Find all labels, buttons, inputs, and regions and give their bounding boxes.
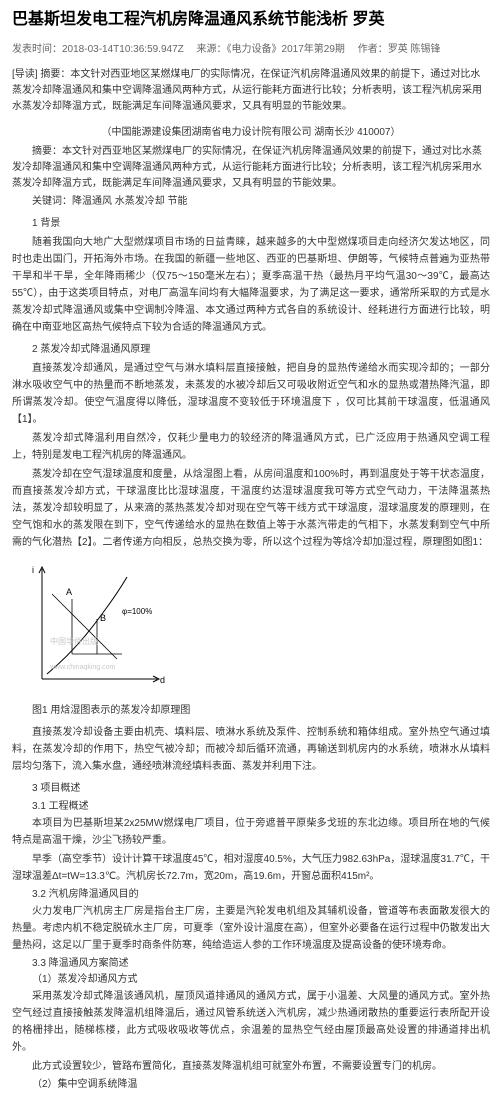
section-2-body-3: 蒸发冷却在空气湿球温度和度量，从焓湿图上看，从房间温度和100%时，再到温度处于… bbox=[12, 466, 490, 551]
affiliation: （中国能源建设集团湖南省电力设计院有限公司 湖南长沙 410007） bbox=[12, 125, 490, 140]
section-1-body: 随着我国向大地广大型燃煤项目市场的日益青睐，越来越多的大中型燃煤项目走向经济欠发… bbox=[12, 234, 490, 336]
section-3-3-1-body: 采用蒸发冷却式降温该通风机，屋顶风道排通风的通风方式，属于小温差、大风量的通风方… bbox=[12, 988, 490, 1056]
keywords: 关键词：降温通风 水蒸发冷却 节能 bbox=[12, 194, 490, 210]
pub-time: 发表时间：2018-03-14T10:36:59.947Z bbox=[12, 44, 184, 55]
source: 来源：《电力设备》2017年第29期 bbox=[197, 44, 345, 55]
section-3-1-body-2: 早季（高空季节）设计计算干球温度45℃，相对湿度40.5%，大气压力982.63… bbox=[12, 851, 490, 885]
figure-1: i d φ=100% A B 中国华侨出版 www.chinaqking.com… bbox=[12, 559, 490, 718]
section-2-body-1: 直接蒸发冷却通风，是通过空气与淋水填料层直接接触，把自身的显热传递给水而实现冷却… bbox=[12, 360, 490, 428]
point-a: A bbox=[66, 587, 72, 597]
section-2-body-4: 直接蒸发冷却设备主要由机壳、填料层、喷淋水系统及泵件、控制系统和箱体组成。室外热… bbox=[12, 724, 490, 775]
section-3-1-heading: 3.1 工程概述 bbox=[12, 799, 490, 815]
lead-summary: [导读] 摘要：本文针对西亚地区某燃煤电厂的实际情况，在保证汽机房降温通风效果的… bbox=[12, 67, 490, 115]
phi-label: φ=100% bbox=[122, 607, 152, 616]
section-3-2-heading: 3.2 汽机房降温通风目的 bbox=[12, 887, 490, 903]
page-title: 巴基斯坦发电工程汽机房降温通风系统节能浅析 罗英 bbox=[12, 8, 490, 32]
author: 作者：罗英 陈锡锋 bbox=[358, 44, 441, 55]
section-3-2-body: 火力发电厂汽机房主厂房是指台主厂房，主要是汽轮发电机组及其辅机设备，管道等布表面… bbox=[12, 903, 490, 954]
section-3-3-2-heading: （2）集中空调系统降温 bbox=[12, 1077, 490, 1093]
section-1-heading: 1 背景 bbox=[12, 216, 490, 232]
x-axis-label: d bbox=[160, 675, 165, 685]
watermark-2: www.chinaqking.com bbox=[49, 664, 116, 671]
figure-1-caption: 图1 用焓湿图表示的蒸发冷却原理图 bbox=[12, 703, 490, 718]
section-2-heading: 2 蒸发冷却式降温通风原理 bbox=[12, 342, 490, 358]
section-3-3-1-body-2: 此方式设置较少，管路布置简化，直接蒸发降温机组可就室外布置，不需要设置专门的机房… bbox=[12, 1058, 490, 1075]
meta-line: 发表时间：2018-03-14T10:36:59.947Z 来源：《电力设备》2… bbox=[12, 42, 490, 57]
enthalpy-diagram: i d φ=100% A B 中国华侨出版 www.chinaqking.com bbox=[22, 559, 172, 699]
section-3-1-body: 本项目为巴基斯坦某2x25MW燃煤电厂项目，位于旁遮普平原柴多戈班的东北边缘。项… bbox=[12, 815, 490, 849]
section-3-3-1-heading: （1）蒸发冷却通风方式 bbox=[12, 972, 490, 988]
section-3-3-heading: 3.3 降温通风方案简述 bbox=[12, 956, 490, 972]
point-b: B bbox=[100, 613, 106, 623]
section-2-body-2: 蒸发冷却式降温利用自然冷，仅耗少量电力的较经济的降温通风方式，已广泛应用于热通风… bbox=[12, 430, 490, 464]
abstract: 摘要：本文针对西亚地区某燃煤电厂的实际情况，在保证汽机房降温通风效果的前提下，通… bbox=[12, 144, 490, 192]
watermark-1: 中国华侨出版 bbox=[50, 636, 98, 646]
lead-summary-text: [导读] 摘要：本文针对西亚地区某燃煤电厂的实际情况，在保证汽机房降温通风效果的… bbox=[12, 69, 482, 112]
y-axis-label: i bbox=[32, 565, 34, 575]
section-3-heading: 3 项目概述 bbox=[12, 781, 490, 797]
